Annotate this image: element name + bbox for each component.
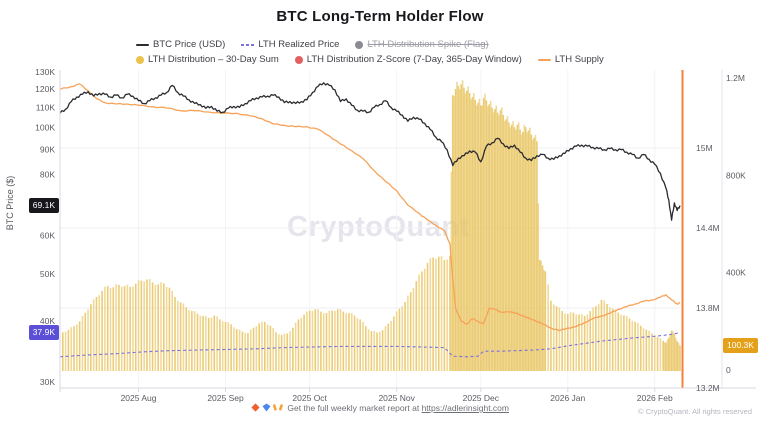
page-title: BTC Long-Term Holder Flow — [276, 8, 484, 25]
legend-symbol-icon — [136, 44, 149, 46]
legend-symbol-icon — [241, 44, 255, 46]
x-axis-tick: 2025 Aug — [121, 393, 157, 403]
lth-realized-price-badge: 37.9K — [28, 325, 59, 341]
copyright: © CryptoQuant. All rights reserved — [638, 407, 752, 416]
legend-symbol-icon — [136, 56, 144, 64]
legend-item-lth-supply[interactable]: LTH Supply — [537, 53, 604, 67]
legend: BTC Price (USD) LTH Realized Price LTH Dis… — [136, 38, 632, 67]
legend-symbol-icon — [294, 56, 303, 64]
left-axis-tick: 80K — [40, 170, 55, 180]
legend-item-lth-realized-price[interactable]: LTH Realized Price — [241, 38, 339, 52]
btc-price-line — [59, 82, 681, 221]
left-axis-tick: 110K — [36, 102, 56, 112]
raised-hands-icon — [273, 403, 283, 414]
distribution-axis-tick: 0 — [726, 365, 731, 375]
lth-realized-price-line — [59, 332, 681, 358]
footer-text: Get the full weekly market report at — [287, 403, 420, 413]
legend-item-label: LTH Distribution Z-Score (7-Day, 365-Day… — [306, 54, 522, 65]
legend-item-label: LTH Distribution Spike (Flag) — [367, 39, 489, 50]
supply-axis-tick: 13.2M — [696, 383, 720, 393]
blue-gem-icon — [262, 403, 271, 414]
legend-item-lth-distribution-30-day-sum[interactable]: LTH Distribution – 30-Day Sum — [136, 53, 279, 67]
orange-diamond-icon — [251, 403, 260, 414]
supply-axis-tick: 13.8M — [696, 303, 720, 313]
legend-item-label: BTC Price (USD) — [153, 39, 226, 50]
distribution-axis-tick: 1.2M — [726, 73, 745, 83]
x-axis-tick: 2025 Sep — [207, 393, 244, 403]
lth-distribution-badge: 100.3K — [723, 338, 758, 354]
legend-item-lth-distribution-spike-flag[interactable]: LTH Distribution Spike (Flag) — [355, 38, 489, 52]
x-axis-tick: 2025 Dec — [463, 393, 500, 403]
distribution-axis-tick: 400K — [726, 268, 746, 278]
legend-item-lth-distribution-z-score-7-day-365-day-window[interactable]: LTH Distribution Z-Score (7-Day, 365-Day… — [294, 53, 522, 67]
left-axis-tick: 130K — [35, 67, 55, 77]
left-axis-tick: 90K — [40, 145, 55, 155]
left-axis-tick: 100K — [35, 122, 55, 132]
left-axis-tick: 50K — [40, 269, 55, 279]
footer: Get the full weekly market report at htt… — [0, 403, 760, 414]
supply-axis-tick: 15M — [696, 143, 713, 153]
left-axis-tick: 60K — [40, 230, 55, 240]
btc-price-badge: 69.1K — [28, 198, 59, 214]
legend-item-btc-price-usd[interactable]: BTC Price (USD) — [136, 38, 225, 52]
left-axis-title: BTC Price ($) — [5, 175, 15, 231]
left-axis-tick: 30K — [40, 377, 55, 387]
x-axis-tick: 2025 Oct — [292, 393, 327, 403]
left-axis-tick: 120K — [35, 84, 55, 94]
legend-item-label: LTH Realized Price — [258, 39, 340, 50]
legend-symbol-icon — [537, 59, 551, 61]
legend-item-label: LTH Supply — [554, 54, 604, 65]
distribution-axis-tick: 800K — [726, 170, 746, 180]
legend-symbol-icon — [355, 41, 364, 49]
x-axis-tick: 2026 Jan — [550, 393, 585, 403]
supply-axis-tick: 14.4M — [696, 223, 720, 233]
x-axis-tick: 2025 Nov — [378, 393, 415, 403]
legend-item-label: LTH Distribution – 30-Day Sum — [148, 54, 279, 65]
lth-supply-line — [59, 83, 681, 332]
left-axis-tick: 40K — [40, 316, 55, 326]
footer-link[interactable]: https://adlerinsight.com — [421, 403, 509, 413]
x-axis-tick: 2026 Feb — [637, 393, 673, 403]
